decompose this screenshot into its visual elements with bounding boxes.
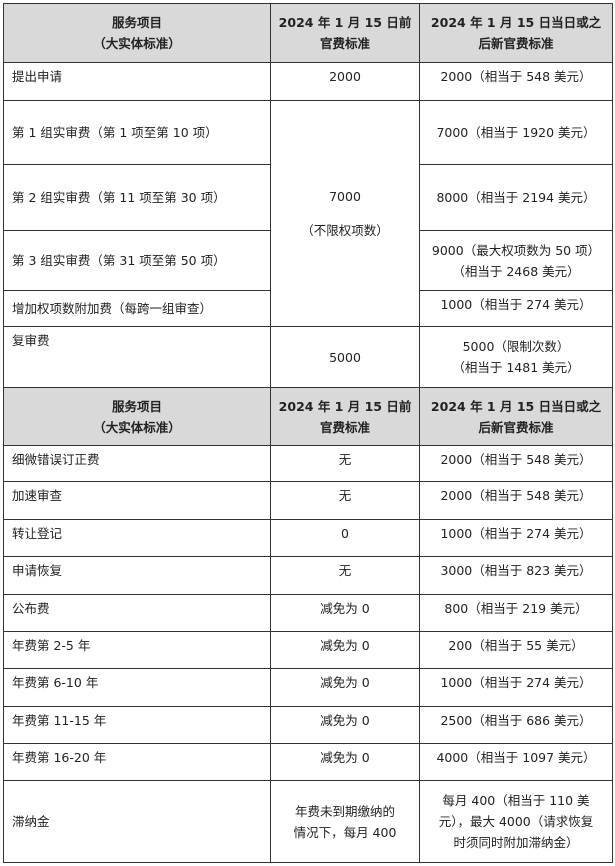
table-row: 年费第 2-5 年减免为 0 200（相当于 55 美元） [3,631,613,669]
new-fee: 8000（相当于 2194 美元） [419,164,613,231]
service-item: 细微错误订正费 [3,445,271,482]
old-fee-header: 2024 年 1 月 15 日前 官费标准 [270,387,420,446]
table-row: 年费第 6-10 年减免为 0 1000（相当于 274 美元） [3,668,613,707]
new-fee: 每月 400（相当于 110 美 元），最大 4000（请求恢复 时须同时附加滞… [419,780,613,863]
old-fee: 年费未到期缴纳的 情况下，每月 400 [270,780,420,863]
service-item: 复审费 [3,326,271,388]
new-fee: 2000（相当于 548 美元） [419,445,613,482]
service-item: 年费第 2-5 年 [3,631,271,669]
service-item: 第 2 组实审费（第 11 项至第 30 项） [3,164,271,231]
table-row: 年费第 11-15 年减免为 0 2500（相当于 686 美元） [3,706,613,744]
table-row: 细微错误订正费无 2000（相当于 548 美元） [3,445,613,482]
service-item: 第 3 组实审费（第 31 项至第 50 项） [3,230,271,291]
table-row: 提出申请 2000 2000（相当于 548 美元） [3,62,613,101]
service-item-header: 服务项目 （大实体标准） [3,3,271,63]
old-fee: 减免为 0 [270,743,420,781]
service-item: 年费第 6-10 年 [3,668,271,707]
header-row: 服务项目 （大实体标准） 2024 年 1 月 15 日前 官费标准 2024 年 … [3,387,613,446]
old-fee: 无 [270,556,420,595]
table-row: 增加权项数附加费（每跨一组审查） 1000（相当于 274 美元） [3,290,613,327]
service-item: 增加权项数附加费（每跨一组审查） [3,290,271,327]
table-row: 第 3 组实审费（第 31 项至第 50 项） 9000（最大权项数为 50 项）… [3,230,613,291]
old-fee-header: 2024 年 1 月 15 日前 官费标准 [270,3,420,63]
table-row: 滞纳金 年费未到期缴纳的 情况下，每月 400 每月 400（相当于 110 美 元… [3,780,613,863]
new-fee: 1000（相当于 274 美元） [419,290,613,327]
new-fee-header: 2024 年 1 月 15 日当日或之 后新官费标准 [419,387,613,446]
new-fee: 2000（相当于 548 美元） [419,62,613,101]
old-fee: 减免为 0 [270,594,420,632]
service-item: 公布费 [3,594,271,632]
service-item: 年费第 16-20 年 [3,743,271,781]
table-row: 加速审查无 2000（相当于 548 美元） [3,481,613,520]
new-fee: 5000（限制次数） （相当于 1481 美元） [419,326,613,388]
table-row: 转让登记 0 1000（相当于 274 美元） [3,519,613,557]
service-item: 申请恢复 [3,556,271,595]
new-fee: 1000（相当于 274 美元） [419,668,613,707]
service-item: 转让登记 [3,519,271,557]
service-item: 加速审查 [3,481,271,520]
service-item-header: 服务项目 （大实体标准） [3,387,271,446]
old-fee: 7000 （不限权项数） [270,100,420,327]
table-row: 年费第 16-20 年减免为 0 4000（相当于 1097 美元） [3,743,613,781]
old-fee: 0 [270,519,420,557]
old-fee: 2000 [270,62,420,101]
old-fee: 无 [270,481,420,520]
fee-table: 服务项目 （大实体标准） 2024 年 1 月 15 日前 官费标准 2024 年 … [3,3,613,863]
old-fee: 减免为 0 [270,706,420,744]
old-fee: 5000 [270,326,420,388]
old-fee: 减免为 0 [270,668,420,707]
table-row: 复审费 5000 5000（限制次数） （相当于 1481 美元） [3,326,613,388]
new-fee: 9000（最大权项数为 50 项） （相当于 2468 美元） [419,230,613,291]
service-item: 提出申请 [3,62,271,101]
new-fee: 200（相当于 55 美元） [419,631,613,669]
header-row: 服务项目 （大实体标准） 2024 年 1 月 15 日前 官费标准 2024 年 … [3,3,613,63]
table-row: 申请恢复无 3000（相当于 823 美元） [3,556,613,595]
old-fee: 减免为 0 [270,631,420,669]
new-fee-header: 2024 年 1 月 15 日当日或之 后新官费标准 [419,3,613,63]
new-fee: 800（相当于 219 美元） [419,594,613,632]
new-fee: 2000（相当于 548 美元） [419,481,613,520]
service-item: 年费第 11-15 年 [3,706,271,744]
new-fee: 2500（相当于 686 美元） [419,706,613,744]
new-fee: 1000（相当于 274 美元） [419,519,613,557]
new-fee: 7000（相当于 1920 美元） [419,100,613,165]
new-fee: 3000（相当于 823 美元） [419,556,613,595]
table-row: 公布费 减免为 0 800（相当于 219 美元） [3,594,613,632]
service-item: 滞纳金 [3,780,271,863]
old-fee: 无 [270,445,420,482]
service-item: 第 1 组实审费（第 1 项至第 10 项） [3,100,271,165]
table-row: 第 1 组实审费（第 1 项至第 10 项） 7000 （不限权项数） 7000（相… [3,100,613,327]
table-row: 第 2 组实审费（第 11 项至第 30 项） 8000（相当于 2194 美元） [3,164,613,231]
new-fee: 4000（相当于 1097 美元） [419,743,613,781]
